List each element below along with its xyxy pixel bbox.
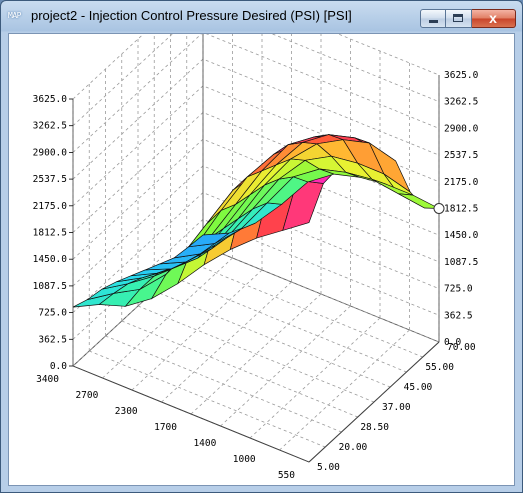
maximize-button[interactable] bbox=[446, 9, 472, 28]
grid-line bbox=[72, 34, 440, 126]
rpm-tick: 1700 bbox=[154, 422, 177, 433]
z-tick-right: 1812.5 bbox=[444, 204, 478, 215]
grid-line bbox=[220, 305, 351, 427]
z-tick-left: 3262.5 bbox=[33, 121, 67, 132]
z-tick-left: 1450.0 bbox=[33, 254, 68, 265]
z-tick-left: 2175.0 bbox=[33, 201, 68, 212]
grid-line bbox=[161, 281, 292, 403]
z-tick-right: 1450.0 bbox=[444, 230, 479, 241]
grid-line bbox=[137, 305, 375, 403]
rpm-tick: 2700 bbox=[75, 390, 98, 401]
load-tick: 45.00 bbox=[404, 382, 433, 393]
title-bar[interactable]: MAP project2 - Injection Control Pressur… bbox=[1, 1, 522, 33]
grid-line bbox=[249, 317, 381, 439]
axis-edge bbox=[308, 341, 440, 463]
maximize-icon bbox=[453, 14, 463, 22]
rpm-tick: 1000 bbox=[233, 454, 256, 465]
grid-line bbox=[72, 245, 440, 367]
z-tick-right: 1087.5 bbox=[444, 257, 478, 268]
z-tick-left: 3625.0 bbox=[33, 94, 68, 105]
grid-line bbox=[72, 34, 440, 153]
z-tick-right: 0.0 bbox=[444, 337, 461, 348]
z-tick-left: 2900.0 bbox=[33, 147, 68, 158]
z-tick-right: 2175.0 bbox=[444, 177, 479, 188]
grid-line bbox=[72, 34, 440, 100]
close-button[interactable]: x bbox=[472, 9, 516, 28]
z-tick-right: 3262.5 bbox=[444, 97, 478, 108]
z-tick-left: 725.0 bbox=[38, 308, 67, 319]
minimize-button[interactable] bbox=[420, 9, 446, 28]
z-tick-right: 2537.5 bbox=[444, 150, 478, 161]
axis-edge bbox=[72, 365, 310, 463]
z-tick-left: 362.5 bbox=[38, 334, 67, 345]
grid-line bbox=[105, 335, 342, 433]
window-title: project2 - Injection Control Pressure De… bbox=[31, 8, 352, 23]
rpm-tick: 2300 bbox=[115, 406, 138, 417]
load-tick: 20.00 bbox=[339, 442, 368, 453]
load-tick: 55.00 bbox=[425, 362, 454, 373]
load-tick: 70.00 bbox=[447, 342, 476, 353]
cursor-marker[interactable] bbox=[433, 203, 445, 214]
z-tick-left: 1812.5 bbox=[33, 228, 67, 239]
z-tick-right: 2900.0 bbox=[444, 123, 479, 134]
close-icon: x bbox=[489, 10, 497, 26]
surface-chart[interactable]: 0.0 362.5 725.0 1087.5 1450.0 1812.5 2175.0 253… bbox=[9, 34, 514, 485]
map-icon: MAP bbox=[8, 11, 21, 20]
rpm-tick: 1400 bbox=[193, 438, 216, 449]
load-tick: 37.00 bbox=[382, 402, 411, 413]
load-tick: 28.50 bbox=[360, 422, 389, 433]
minimize-icon bbox=[429, 20, 438, 23]
chart-area[interactable]: 0.0 362.5 725.0 1087.5 1450.0 1812.5 2175.0 253… bbox=[8, 33, 515, 486]
grid-line bbox=[186, 260, 423, 358]
load-tick: 5.00 bbox=[317, 462, 340, 473]
z-tick-right: 725.0 bbox=[444, 284, 473, 295]
grid-line bbox=[121, 320, 358, 418]
z-tick-left: 1087.5 bbox=[33, 281, 67, 292]
z-tick-right: 3625.0 bbox=[444, 70, 479, 81]
z-tick-left: 2537.5 bbox=[33, 174, 67, 185]
rpm-tick: 3400 bbox=[36, 374, 59, 385]
surface-cell bbox=[398, 193, 440, 209]
z-tick-left: 0.0 bbox=[50, 361, 67, 372]
grid-line bbox=[89, 350, 326, 448]
rpm-tick: 550 bbox=[278, 470, 295, 481]
z-tick-right: 362.5 bbox=[444, 310, 473, 321]
